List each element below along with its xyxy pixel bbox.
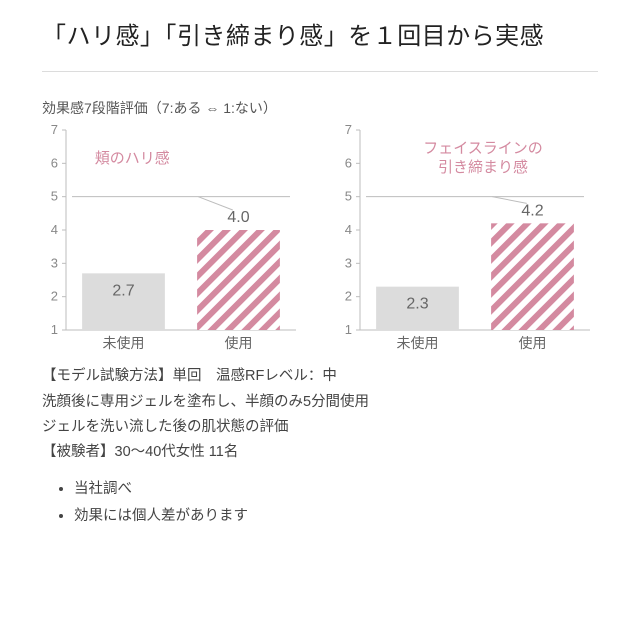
methods-line: 洗顔後に専用ジェルを塗布し、半顔のみ5分間使用 xyxy=(42,390,598,415)
svg-text:7: 7 xyxy=(51,122,58,137)
chart-svg: 1 2 3 4 5 6 7 2.3 未使用 4.2 使用 xyxy=(336,122,596,354)
methods-line: ジェルを洗い流した後の肌状態の評価 xyxy=(42,415,598,440)
chart-left: 12345672.7未使用4.0使用頬のハリ感 xyxy=(42,122,304,354)
charts-container: 12345672.7未使用4.0使用頬のハリ感 12345672.3未使用4.2… xyxy=(42,122,598,354)
svg-text:7: 7 xyxy=(345,122,352,137)
bar-value-label: 4.2 xyxy=(521,203,543,220)
notes-list: 当社調べ 効果には個人差があります xyxy=(42,476,598,531)
methods-text: 【モデル試験方法】単回 温感RFレベル：中 洗顔後に専用ジェルを塗布し、半顔のみ… xyxy=(42,364,598,466)
chart-right: 12345672.3未使用4.2使用フェイスラインの 引き締まり感 xyxy=(336,122,598,354)
chart-svg: 1 2 3 4 5 6 7 2.7 未使用 4.0 使用 xyxy=(42,122,302,354)
svg-text:1: 1 xyxy=(345,322,352,337)
svg-text:4: 4 xyxy=(51,222,58,237)
x-category-label: 使用 xyxy=(225,335,253,351)
svg-text:6: 6 xyxy=(51,156,58,171)
x-category-label: 未使用 xyxy=(103,335,145,351)
svg-text:2: 2 xyxy=(345,289,352,304)
bar-used xyxy=(197,230,280,330)
svg-text:5: 5 xyxy=(51,189,58,204)
x-category-label: 未使用 xyxy=(397,335,439,351)
methods-line: 【モデル試験方法】単回 温感RFレベル：中 xyxy=(42,364,598,389)
list-item: 当社調べ xyxy=(74,476,598,504)
chart-subtitle: 効果感7段階評価（7:ある ⇔ 1:ない） xyxy=(42,98,598,118)
list-item: 効果には個人差があります xyxy=(74,503,598,531)
x-category-label: 使用 xyxy=(519,335,547,351)
bar-used xyxy=(491,224,574,331)
svg-text:5: 5 xyxy=(345,189,352,204)
svg-text:4: 4 xyxy=(345,222,352,237)
svg-text:3: 3 xyxy=(345,256,352,271)
bar-value-label: 2.3 xyxy=(406,296,428,313)
methods-line: 【被験者】30〜40代女性 11名 xyxy=(42,440,598,465)
page-title: 「ハリ感」「引き締まり感」を１回目から実感 xyxy=(42,18,598,55)
bar-value-label: 2.7 xyxy=(112,283,134,300)
svg-text:1: 1 xyxy=(51,322,58,337)
divider xyxy=(42,71,598,72)
bar-value-label: 4.0 xyxy=(227,209,249,226)
svg-text:6: 6 xyxy=(345,156,352,171)
svg-text:3: 3 xyxy=(51,256,58,271)
svg-text:2: 2 xyxy=(51,289,58,304)
